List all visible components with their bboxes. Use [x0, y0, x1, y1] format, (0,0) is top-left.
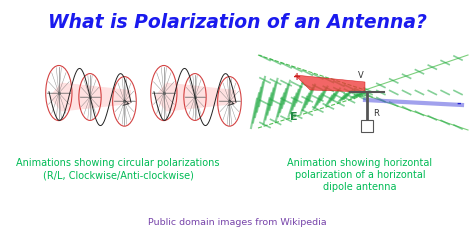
Text: (R/L, Clockwise/Anti-clockwise): (R/L, Clockwise/Anti-clockwise) — [43, 170, 193, 180]
Text: V: V — [358, 71, 364, 80]
Text: polarization of a horizontal: polarization of a horizontal — [295, 170, 425, 180]
Text: Public domain images from Wikipedia: Public domain images from Wikipedia — [148, 218, 326, 227]
Polygon shape — [295, 75, 365, 92]
Text: Animations showing circular polarizations: Animations showing circular polarization… — [16, 158, 220, 168]
FancyBboxPatch shape — [361, 120, 373, 132]
Polygon shape — [49, 82, 131, 112]
Text: +: + — [293, 72, 301, 82]
Text: E: E — [290, 112, 298, 122]
Text: R: R — [373, 109, 379, 118]
Text: -: - — [456, 99, 461, 109]
Text: Animation showing horizontal: Animation showing horizontal — [287, 158, 433, 168]
Text: dipole antenna: dipole antenna — [323, 182, 397, 192]
Text: What is Polarization of an Antenna?: What is Polarization of an Antenna? — [47, 13, 427, 32]
Polygon shape — [154, 82, 236, 112]
